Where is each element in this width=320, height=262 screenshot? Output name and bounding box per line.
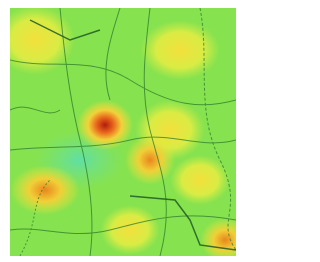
heat-zone <box>125 135 175 185</box>
map-area <box>0 5 247 262</box>
heat-zone <box>140 20 220 80</box>
heat-zone <box>10 165 80 215</box>
hot-spot <box>77 100 133 150</box>
heat-map <box>0 0 247 262</box>
page <box>0 0 247 262</box>
